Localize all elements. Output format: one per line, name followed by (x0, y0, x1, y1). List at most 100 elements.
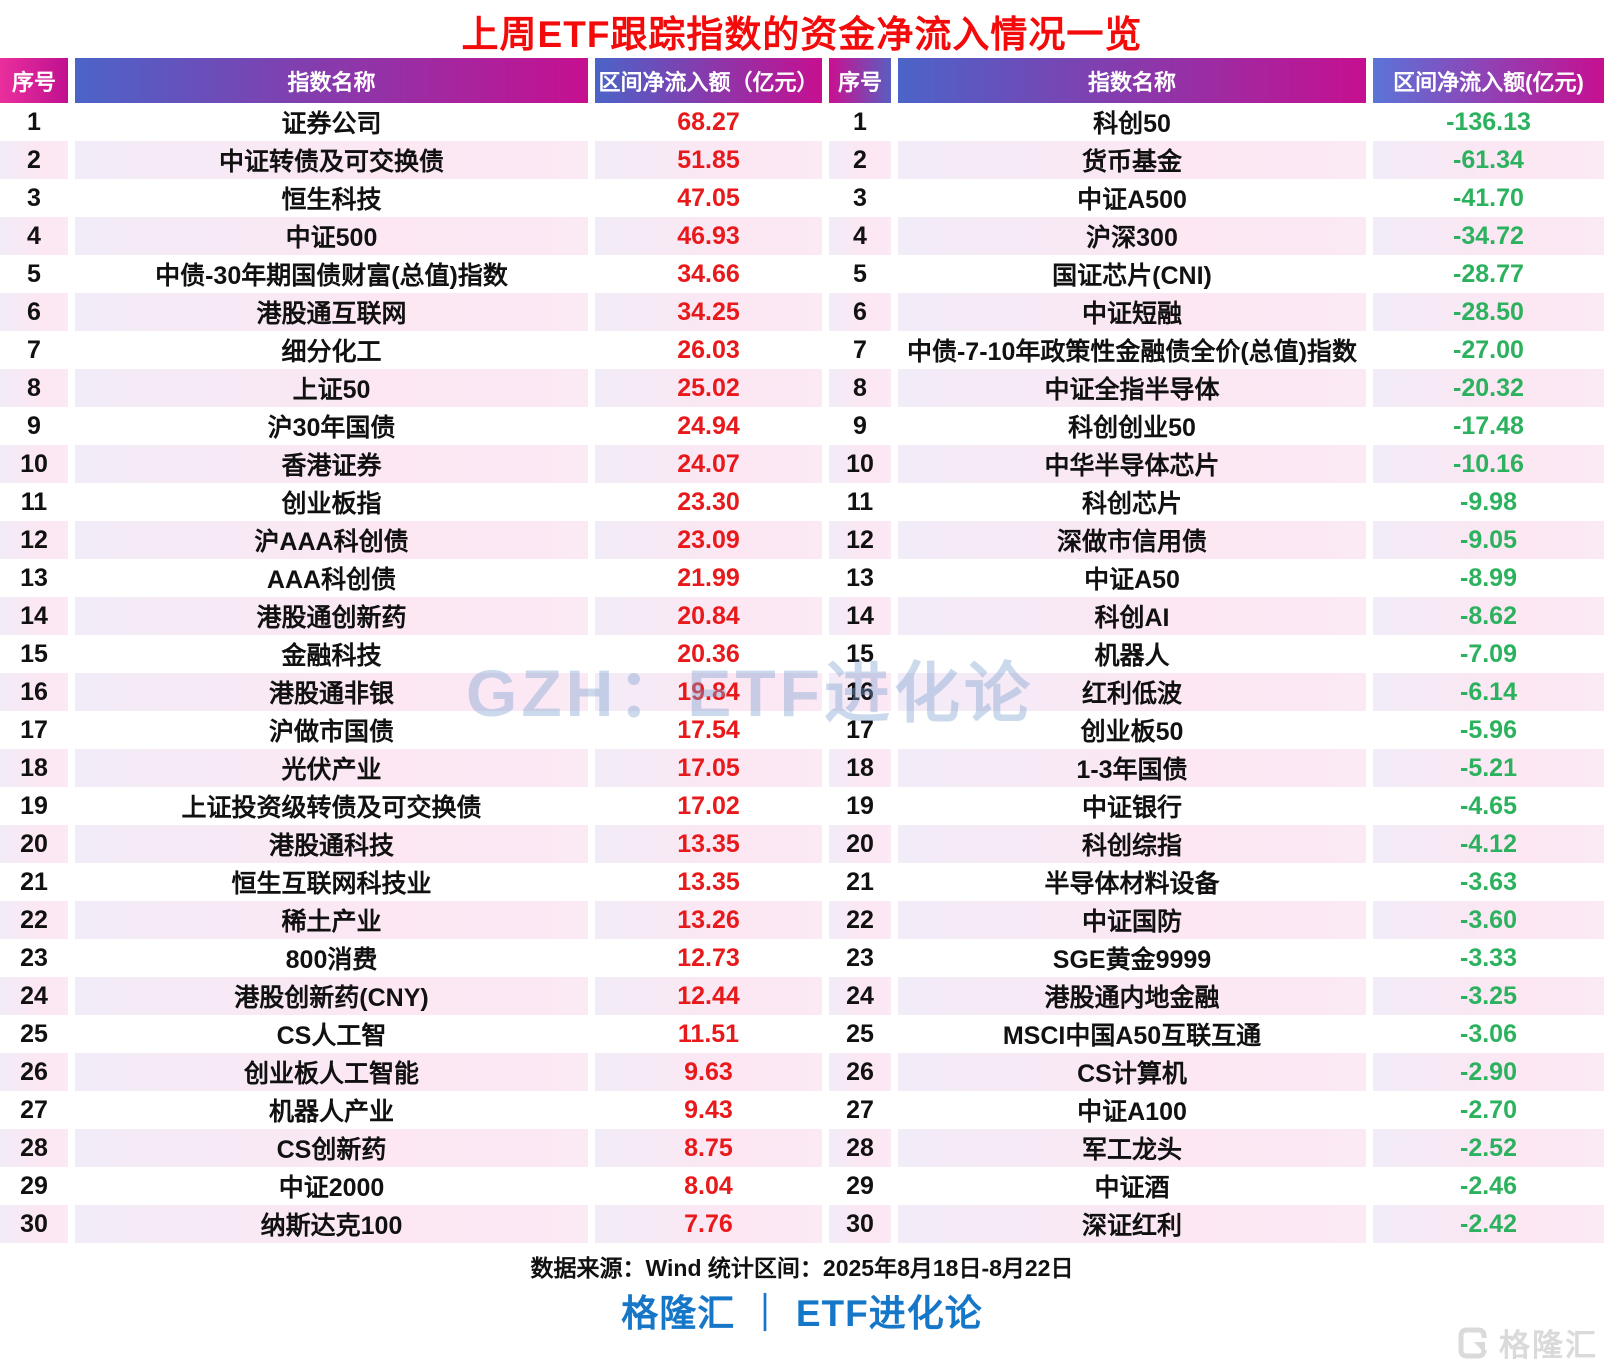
rank-cell: 12 (829, 521, 891, 559)
rank-cell: 6 (829, 293, 891, 331)
rank-cell: 24 (829, 977, 891, 1015)
rank-cell: 28 (829, 1129, 891, 1167)
index-name-cell: 港股通创新药 (75, 597, 588, 635)
rank-cell: 14 (829, 597, 891, 635)
net-inflow-cell: -3.33 (1373, 939, 1604, 977)
net-inflow-cell: -34.72 (1373, 217, 1604, 255)
index-name-cell: 深证红利 (898, 1205, 1366, 1243)
index-name-cell: 科创50 (898, 103, 1366, 141)
net-inflow-cell: -3.25 (1373, 977, 1604, 1015)
rank-cell: 15 (829, 635, 891, 673)
net-inflow-cell: -9.98 (1373, 483, 1604, 521)
rank-cell: 20 (0, 825, 68, 863)
net-inflow-cell: -6.14 (1373, 673, 1604, 711)
rank-cell: 25 (829, 1015, 891, 1053)
rank-cell: 6 (0, 293, 68, 331)
net-inflow-cell: 26.03 (595, 331, 822, 369)
rank-cell: 3 (829, 179, 891, 217)
index-name-cell: 中证A500 (898, 179, 1366, 217)
net-inflow-cell: 46.93 (595, 217, 822, 255)
rank-cell: 13 (0, 559, 68, 597)
index-name-cell: 军工龙头 (898, 1129, 1366, 1167)
rank-cell: 18 (829, 749, 891, 787)
net-inflow-cell: -5.96 (1373, 711, 1604, 749)
net-inflow-cell: -136.13 (1373, 103, 1604, 141)
rank-cell: 19 (0, 787, 68, 825)
rank-cell: 4 (829, 217, 891, 255)
net-inflow-cell: -3.63 (1373, 863, 1604, 901)
rank-cell: 16 (0, 673, 68, 711)
net-inflow-cell: 17.05 (595, 749, 822, 787)
net-inflow-cell: -8.62 (1373, 597, 1604, 635)
index-name-cell: 纳斯达克100 (75, 1205, 588, 1243)
column-header-rank: 序号 (829, 58, 891, 103)
index-name-cell: 沪深300 (898, 217, 1366, 255)
rank-cell: 23 (829, 939, 891, 977)
index-name-cell: 港股通非银 (75, 673, 588, 711)
rank-cell: 29 (829, 1167, 891, 1205)
net-inflow-cell: 34.66 (595, 255, 822, 293)
index-name-cell: 机器人产业 (75, 1091, 588, 1129)
rank-cell: 3 (0, 179, 68, 217)
net-inflow-cell: 12.73 (595, 939, 822, 977)
index-name-cell: 上证50 (75, 369, 588, 407)
index-name-cell: 科创综指 (898, 825, 1366, 863)
net-inflow-cell: 13.35 (595, 825, 822, 863)
brand-line: 格隆汇 ｜ ETF进化论 (621, 1293, 983, 1334)
net-inflow-cell: -28.50 (1373, 293, 1604, 331)
net-inflow-cell: 47.05 (595, 179, 822, 217)
index-name-cell: 中证短融 (898, 293, 1366, 331)
net-inflow-cell: -41.70 (1373, 179, 1604, 217)
column-header-net-inflow: 区间净流入额(亿元) (1373, 58, 1604, 103)
rank-cell: 9 (829, 407, 891, 445)
net-inflow-cell: 12.44 (595, 977, 822, 1015)
net-inflow-cell: 20.36 (595, 635, 822, 673)
net-inflow-cell: -3.06 (1373, 1015, 1604, 1053)
index-name-cell: CS创新药 (75, 1129, 588, 1167)
rank-cell: 23 (0, 939, 68, 977)
index-name-cell: 中华半导体芯片 (898, 445, 1366, 483)
rank-cell: 10 (0, 445, 68, 483)
table-inflow: 序号 指数名称 区间净流入额（亿元） 1 证券公司 68.27 2 中证转债及可交换债 5… (0, 58, 822, 1243)
page-title: 上周ETF跟踪指数的资金净流入情况一览 (461, 14, 1143, 55)
rank-cell: 21 (0, 863, 68, 901)
net-inflow-cell: 8.04 (595, 1167, 822, 1205)
index-name-cell: AAA科创债 (75, 559, 588, 597)
index-name-cell: 800消费 (75, 939, 588, 977)
column-header-rank: 序号 (0, 58, 68, 103)
index-name-cell: 中证转债及可交换债 (75, 141, 588, 179)
index-name-cell: 沪30年国债 (75, 407, 588, 445)
rank-cell: 1 (0, 103, 68, 141)
index-name-cell: 上证投资级转债及可交换债 (75, 787, 588, 825)
column-header-index-name: 指数名称 (75, 58, 588, 103)
index-name-cell: 红利低波 (898, 673, 1366, 711)
rank-cell: 2 (829, 141, 891, 179)
index-name-cell: 科创AI (898, 597, 1366, 635)
index-name-cell: 创业板50 (898, 711, 1366, 749)
rank-cell: 12 (0, 521, 68, 559)
rank-cell: 9 (0, 407, 68, 445)
index-name-cell: SGE黄金9999 (898, 939, 1366, 977)
net-inflow-cell: -4.12 (1373, 825, 1604, 863)
net-inflow-cell: -10.16 (1373, 445, 1604, 483)
net-inflow-cell: -4.65 (1373, 787, 1604, 825)
net-inflow-cell: -2.42 (1373, 1205, 1604, 1243)
index-name-cell: 沪AAA科创债 (75, 521, 588, 559)
rank-cell: 1 (829, 103, 891, 141)
index-name-cell: 恒生科技 (75, 179, 588, 217)
rank-cell: 21 (829, 863, 891, 901)
rank-cell: 19 (829, 787, 891, 825)
index-name-cell: CS计算机 (898, 1053, 1366, 1091)
rank-cell: 20 (829, 825, 891, 863)
rank-cell: 16 (829, 673, 891, 711)
index-name-cell: MSCI中国A50互联互通 (898, 1015, 1366, 1053)
index-name-cell: 国证芯片(CNI) (898, 255, 1366, 293)
index-name-cell: 港股创新药(CNY) (75, 977, 588, 1015)
rank-cell: 18 (0, 749, 68, 787)
rank-cell: 7 (829, 331, 891, 369)
net-inflow-cell: 24.07 (595, 445, 822, 483)
rank-cell: 22 (0, 901, 68, 939)
index-name-cell: 证券公司 (75, 103, 588, 141)
index-name-cell: 创业板指 (75, 483, 588, 521)
rank-cell: 8 (829, 369, 891, 407)
